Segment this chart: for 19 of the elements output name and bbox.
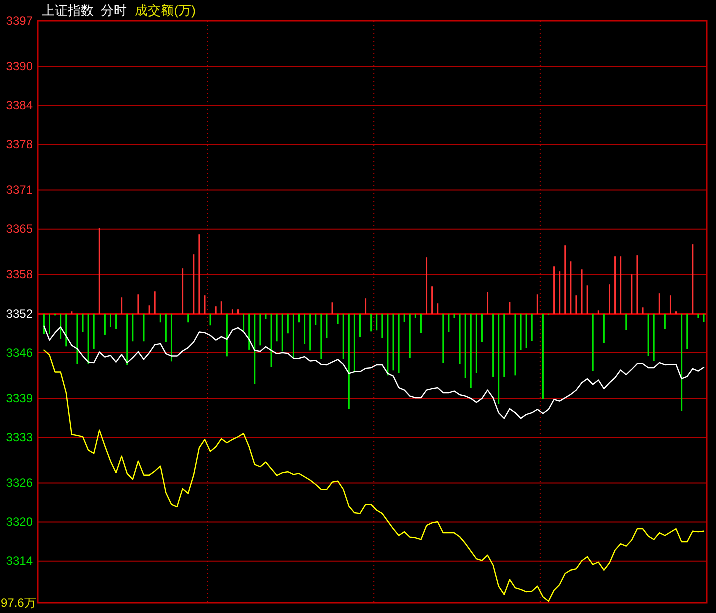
y-tick-label: 3320	[6, 515, 34, 530]
y-tick-label: 3384	[6, 98, 34, 112]
y-tick-label: 3339	[6, 391, 34, 406]
chart-title: 上证指数 分时	[42, 3, 128, 18]
y-tick-label: 3371	[6, 183, 34, 198]
line-series	[44, 350, 705, 602]
y-tick-label: 3314	[6, 554, 34, 568]
y-tick-label: 3346	[6, 346, 34, 360]
y-tick-label: 3326	[6, 476, 34, 490]
chart-subtitle: 成交额(万)	[135, 3, 196, 18]
y-tick-label: 3397	[6, 14, 34, 28]
y-tick-label: 3352	[6, 306, 34, 321]
y-tick-label: 3390	[6, 59, 34, 74]
y-tick-label: 3378	[6, 138, 34, 152]
y-tick-label: 3333	[6, 430, 34, 444]
text: 97.6万	[1, 596, 36, 610]
y-tick-label: 3365	[6, 222, 34, 236]
line-series	[44, 326, 705, 420]
y-tick-label: 3358	[6, 268, 34, 282]
